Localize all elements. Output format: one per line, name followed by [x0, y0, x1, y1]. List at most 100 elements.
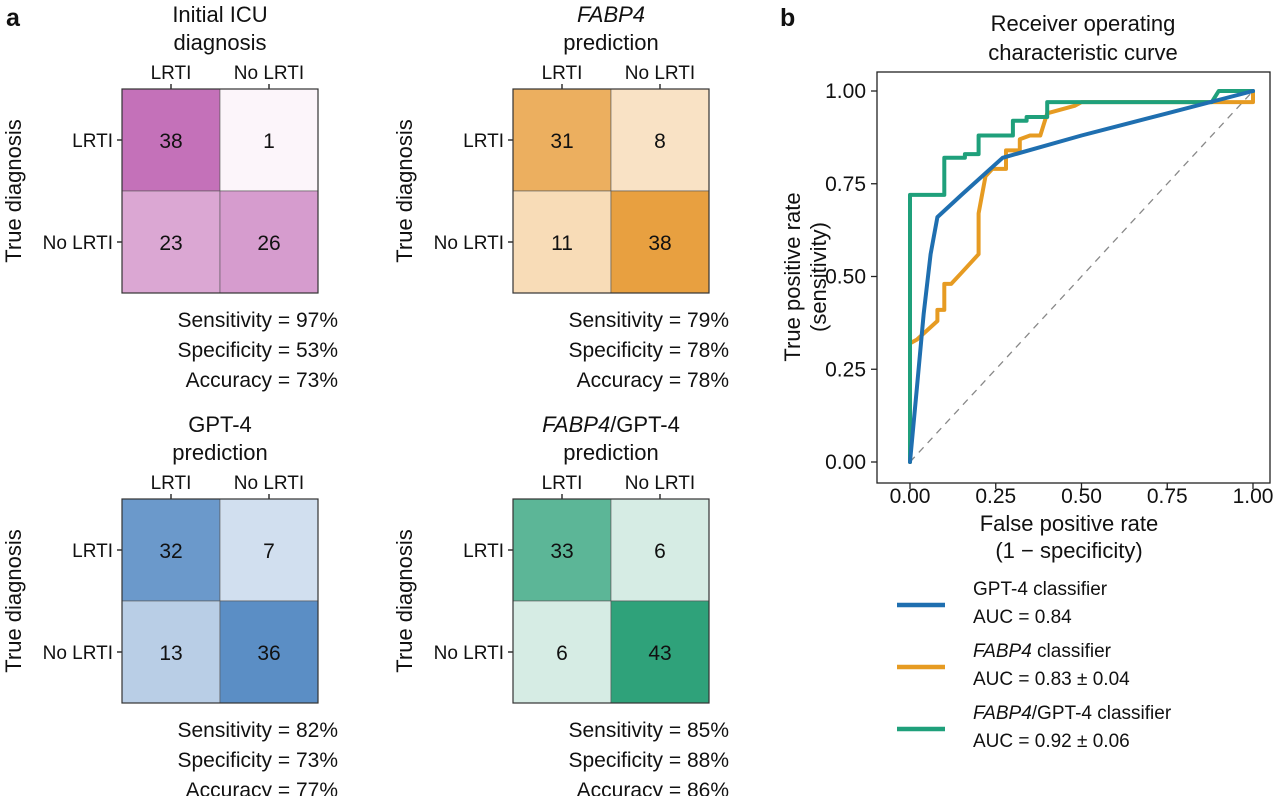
matrix-title-line2: prediction — [563, 30, 658, 55]
matrix-cell — [610, 88, 710, 192]
matrix-y-title: True diagnosis — [1, 529, 26, 672]
cell-value: 43 — [648, 642, 671, 665]
cell-value: 6 — [654, 540, 666, 563]
matrix-title-line1: FABP4 — [577, 2, 645, 27]
roc-plot-frame — [876, 71, 1271, 484]
matrix-y-title: True diagnosis — [1, 119, 26, 262]
matrix-border — [121, 498, 319, 704]
matrix-cell — [610, 600, 710, 704]
column-label: No LRTI — [234, 473, 304, 494]
cell-value: 36 — [257, 642, 280, 665]
legend-label: FABP4 classifier — [973, 641, 1112, 662]
cell-value: 13 — [159, 642, 182, 665]
roc-x-tick-label: 0.75 — [1147, 485, 1188, 508]
stat-line: Sensitivity = 79% — [569, 309, 730, 332]
matrix-cell — [121, 88, 221, 192]
matrix-cell — [610, 190, 710, 294]
matrix-title-line1: GPT-4 — [188, 412, 252, 437]
row-label: No LRTI — [43, 643, 113, 664]
stat-line: Accuracy = 78% — [577, 369, 729, 392]
stat-line: Sensitivity = 85% — [569, 719, 730, 742]
roc-y-tick-label: 0.25 — [825, 358, 866, 381]
roc-title-line2: characteristic curve — [988, 40, 1178, 65]
panel-a-letter: a — [6, 4, 21, 32]
roc-chart: Receiver operating characteristic curve 0.… — [780, 11, 1273, 752]
row-label: No LRTI — [434, 233, 504, 254]
roc-x-tick-label: 0.50 — [1061, 485, 1102, 508]
roc-y-tick-label: 1.00 — [825, 80, 866, 103]
stat-line: Accuracy = 73% — [186, 369, 338, 392]
column-label: No LRTI — [625, 473, 695, 494]
matrix-y-title: True diagnosis — [392, 529, 417, 672]
roc-x-title-line2: (1 − specificity) — [995, 538, 1142, 563]
matrix-title-line2: diagnosis — [174, 30, 267, 55]
legend-auc: AUC = 0.83 ± 0.04 — [973, 669, 1130, 690]
stat-line: Specificity = 53% — [178, 339, 339, 362]
matrix-title-line1: FABP4/GPT-4 — [542, 412, 680, 437]
stat-line: Accuracy = 86% — [577, 779, 729, 796]
roc-series-line — [908, 89, 1255, 464]
cell-value: 7 — [263, 540, 275, 563]
row-label: LRTI — [72, 541, 113, 562]
matrix-title-line1: Initial ICU — [172, 2, 267, 27]
roc-y-title-line1: True positive rate — [780, 192, 805, 361]
stat-line: Specificity = 88% — [569, 749, 730, 772]
matrix-y-title: True diagnosis — [392, 119, 417, 262]
roc-diagonal — [909, 90, 1254, 463]
column-label: No LRTI — [234, 63, 304, 84]
matrix-cell — [121, 498, 221, 602]
panel-b-letter: b — [780, 4, 795, 32]
matrix-cell — [219, 190, 319, 294]
matrix-cell — [610, 498, 710, 602]
matrix-border — [121, 88, 319, 294]
stat-line: Sensitivity = 82% — [178, 719, 339, 742]
confusion-matrix-fabp4-gpt4: FABP4/GPT-4 prediction LRTI No LRTI LRTI No L… — [392, 412, 729, 796]
roc-x-tick-label: 1.00 — [1233, 485, 1274, 508]
row-label: No LRTI — [43, 233, 113, 254]
row-label: LRTI — [463, 131, 504, 152]
cell-value: 23 — [159, 232, 182, 255]
row-label: No LRTI — [434, 643, 504, 664]
matrix-cell — [219, 498, 319, 602]
cell-value: 33 — [550, 540, 573, 563]
matrix-title-line2: prediction — [563, 440, 658, 465]
roc-x-tick-label: 0.25 — [975, 485, 1016, 508]
matrix-border — [512, 88, 710, 294]
legend-auc: AUC = 0.84 — [973, 607, 1072, 628]
roc-x-title-line1: False positive rate — [980, 511, 1159, 536]
legend-label: FABP4/GPT-4 classifier — [973, 703, 1172, 724]
cell-value: 11 — [551, 232, 573, 255]
roc-y-title-line2: (sensitivity) — [806, 222, 831, 332]
matrix-title-line2: prediction — [172, 440, 267, 465]
column-label: LRTI — [542, 63, 583, 84]
confusion-matrix-initial-icu: Initial ICU diagnosis LRTI No LRTI LRTI No LR… — [1, 2, 338, 392]
matrix-border — [512, 498, 710, 704]
roc-title-line1: Receiver operating — [991, 11, 1176, 36]
stat-line: Accuracy = 77% — [186, 779, 338, 796]
roc-y-tick-label: 0.50 — [825, 266, 866, 289]
row-label: LRTI — [72, 131, 113, 152]
matrix-cell — [512, 600, 612, 704]
confusion-matrix-fabp4: FABP4 prediction LRTI No LRTI LRTI No LRTI Tru… — [392, 2, 729, 392]
roc-x-tick-label: 0.00 — [890, 485, 931, 508]
roc-y-tick-label: 0.75 — [825, 173, 866, 196]
cell-value: 32 — [159, 540, 182, 563]
legend-auc: AUC = 0.92 ± 0.06 — [973, 731, 1130, 752]
cell-value: 26 — [257, 232, 280, 255]
cell-value: 6 — [556, 642, 568, 665]
cell-value: 38 — [648, 232, 671, 255]
cell-value: 38 — [159, 130, 182, 153]
column-label: LRTI — [542, 473, 583, 494]
column-label: LRTI — [151, 473, 192, 494]
row-label: LRTI — [463, 541, 504, 562]
stat-line: Specificity = 78% — [569, 339, 730, 362]
matrix-cell — [219, 600, 319, 704]
column-label: No LRTI — [625, 63, 695, 84]
confusion-matrix-gpt4: GPT-4 prediction LRTI No LRTI LRTI No LRTI Tru… — [1, 412, 338, 796]
cell-value: 31 — [550, 130, 573, 153]
stat-line: Specificity = 73% — [178, 749, 339, 772]
column-label: LRTI — [151, 63, 192, 84]
stat-line: Sensitivity = 97% — [178, 309, 339, 332]
cell-value: 8 — [654, 130, 666, 153]
